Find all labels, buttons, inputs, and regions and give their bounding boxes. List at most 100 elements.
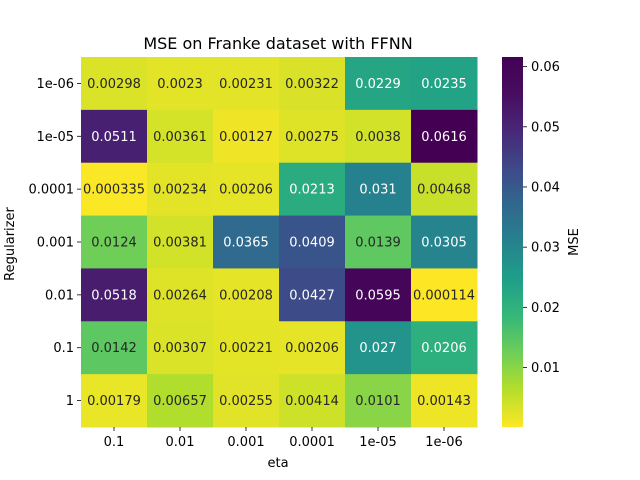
x-tick-label: 0.001 bbox=[227, 435, 264, 450]
x-tick-label: 0.0001 bbox=[289, 435, 335, 450]
y-tick-label: 1e-05 bbox=[36, 130, 74, 145]
heatmap-cell bbox=[411, 109, 478, 164]
cell-value-label: 0.0213 bbox=[289, 183, 335, 198]
heatmap-cell bbox=[279, 374, 346, 428]
cell-value-label: 0.00143 bbox=[417, 394, 471, 409]
colorbar-tick-label: 0.06 bbox=[531, 60, 560, 75]
cell-value-label: 0.00264 bbox=[153, 288, 207, 303]
heatmap-cell bbox=[147, 162, 214, 217]
heatmap-cell bbox=[411, 268, 478, 322]
x-axis-label: eta bbox=[267, 456, 288, 471]
heatmap-cell bbox=[147, 109, 214, 164]
cell-value-labels: 0.00298 0.0023 0.00231 0.00322 0.0229 0.0235 0… bbox=[83, 77, 475, 409]
cell-value-label: 0.00255 bbox=[219, 394, 273, 409]
cell-value-label: 0.00208 bbox=[219, 288, 273, 303]
colorbar-tick-label: 0.04 bbox=[531, 180, 560, 195]
colorbar-tick-label: 0.01 bbox=[531, 361, 560, 376]
heatmap-cell bbox=[213, 268, 280, 322]
cell-value-label: 0.0023 bbox=[157, 77, 203, 92]
colorbar-tick-label: 0.05 bbox=[531, 120, 560, 135]
heatmap-cell bbox=[147, 57, 214, 111]
cell-value-label: 0.00127 bbox=[219, 130, 273, 145]
cell-value-label: 0.0616 bbox=[421, 130, 467, 145]
cell-value-label: 0.00221 bbox=[219, 341, 273, 356]
x-tick-label: 0.1 bbox=[104, 435, 125, 450]
heatmap-cell bbox=[279, 215, 346, 269]
colorbar-ticks: 0.01 0.02 0.03 0.04 0.05 0.06 bbox=[523, 60, 560, 376]
cell-value-label: 0.00361 bbox=[153, 130, 207, 145]
chart-title: MSE on Franke dataset with FFNN bbox=[143, 34, 412, 53]
heatmap-cell bbox=[147, 268, 214, 322]
heatmap-cell bbox=[147, 215, 214, 269]
cell-value-label: 0.0206 bbox=[421, 341, 467, 356]
y-tick-label: 0.01 bbox=[45, 288, 74, 303]
cell-value-label: 0.0518 bbox=[91, 288, 137, 303]
x-axis-ticks: 0.1 0.01 0.001 0.0001 1e-05 1e-06 bbox=[104, 427, 463, 450]
heatmap-cell bbox=[213, 321, 280, 375]
heatmap-cell bbox=[345, 162, 412, 217]
cell-value-label: 0.00468 bbox=[417, 183, 471, 198]
x-tick-label: 1e-06 bbox=[425, 435, 463, 450]
cell-value-label: 0.00322 bbox=[285, 77, 339, 92]
cell-value-label: 0.00381 bbox=[153, 236, 207, 251]
heatmap-cell bbox=[213, 109, 280, 164]
heatmap-cell bbox=[345, 57, 412, 111]
heatmap-cell bbox=[279, 57, 346, 111]
heatmap-cell bbox=[279, 268, 346, 322]
colorbar bbox=[502, 57, 523, 427]
cell-value-label: 0.0124 bbox=[91, 236, 137, 251]
cell-value-label: 0.00206 bbox=[219, 183, 273, 198]
heatmap-cell bbox=[213, 215, 280, 269]
y-axis-label: Regularizer bbox=[3, 207, 18, 281]
heatmap-cell bbox=[147, 321, 214, 375]
cell-value-label: 0.0595 bbox=[355, 288, 401, 303]
cell-value-label: 0.0409 bbox=[289, 236, 335, 251]
y-tick-label: 1e-06 bbox=[36, 77, 74, 92]
cell-value-label: 0.00657 bbox=[153, 394, 207, 409]
x-tick-label: 0.01 bbox=[166, 435, 195, 450]
cell-value-label: 0.00275 bbox=[285, 130, 339, 145]
y-axis-ticks: 1e-06 1e-05 0.0001 0.001 0.01 0.1 1 bbox=[29, 77, 81, 409]
heatmap-cell bbox=[81, 215, 148, 269]
cell-value-label: 0.000335 bbox=[83, 183, 145, 198]
heatmap-cell bbox=[411, 374, 478, 428]
heatmap-cell bbox=[345, 215, 412, 269]
cell-value-label: 0.0305 bbox=[421, 236, 467, 251]
heatmap-cell bbox=[345, 321, 412, 375]
heatmap-cell bbox=[213, 57, 280, 111]
heatmap-cell bbox=[147, 374, 214, 428]
y-tick-label: 0.1 bbox=[53, 341, 74, 356]
cell-value-label: 0.00179 bbox=[87, 394, 141, 409]
y-tick-label: 0.001 bbox=[37, 236, 74, 251]
cell-value-label: 0.0365 bbox=[223, 236, 269, 251]
heatmap-cell bbox=[345, 374, 412, 428]
heatmap-cell bbox=[345, 109, 412, 164]
y-tick-label: 1 bbox=[66, 394, 74, 409]
heatmap-cell bbox=[279, 321, 346, 375]
x-tick-label: 1e-05 bbox=[359, 435, 397, 450]
heatmap-cell bbox=[411, 162, 478, 217]
cell-value-label: 0.0038 bbox=[355, 130, 401, 145]
cell-value-label: 0.00298 bbox=[87, 77, 141, 92]
cell-value-label: 0.00206 bbox=[285, 341, 339, 356]
cell-value-label: 0.00414 bbox=[285, 394, 339, 409]
heatmap-cell bbox=[411, 321, 478, 375]
cell-value-label: 0.0101 bbox=[355, 394, 401, 409]
cell-value-label: 0.0142 bbox=[91, 341, 137, 356]
heatmap-cell bbox=[81, 268, 148, 322]
colorbar-tick-label: 0.02 bbox=[531, 301, 560, 316]
heatmap-cell bbox=[279, 162, 346, 217]
colorbar-label: MSE bbox=[567, 228, 582, 256]
cell-value-label: 0.031 bbox=[359, 183, 396, 198]
cell-value-label: 0.00307 bbox=[153, 341, 207, 356]
colorbar-tick-label: 0.03 bbox=[531, 241, 560, 256]
heatmap-cell bbox=[345, 268, 412, 322]
heatmap-cell bbox=[213, 374, 280, 428]
cell-value-label: 0.0139 bbox=[355, 236, 401, 251]
cell-value-label: 0.0229 bbox=[355, 77, 401, 92]
heatmap-cell bbox=[81, 109, 148, 164]
y-tick-label: 0.0001 bbox=[29, 183, 75, 198]
cell-value-label: 0.00231 bbox=[219, 77, 273, 92]
heatmap-cell bbox=[279, 109, 346, 164]
